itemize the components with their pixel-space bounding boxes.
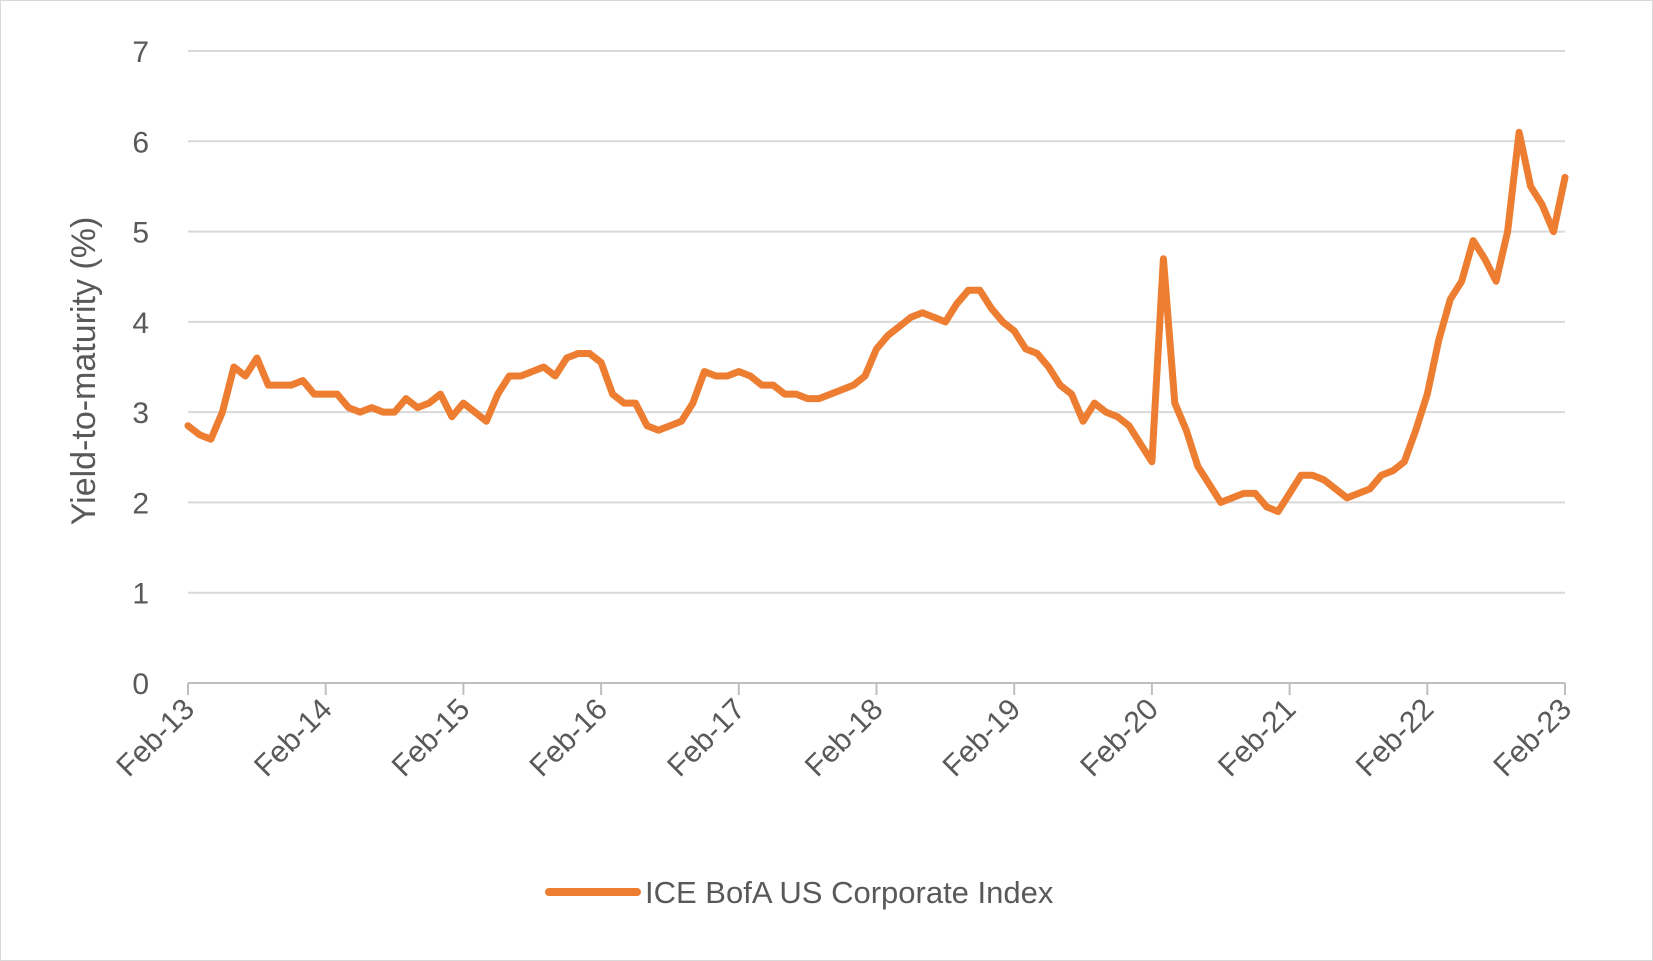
series-line [184, 128, 1569, 515]
series-layer [184, 128, 1569, 515]
x-tick-label: Feb-21 [1212, 693, 1303, 784]
x-tick-label: Feb-17 [661, 693, 752, 784]
x-tick-label: Feb-13 [110, 693, 201, 784]
x-tick-label: Feb-22 [1350, 693, 1441, 784]
x-axis [187, 682, 1566, 695]
x-tick-label: Feb-16 [523, 693, 614, 784]
y-tick-label: 1 [132, 578, 149, 611]
x-tick-label: Feb-18 [799, 693, 890, 784]
legend-label: ICE BofA US Corporate Index [645, 875, 1054, 910]
x-tick-label: Feb-19 [937, 693, 1028, 784]
y-tick-label: 7 [132, 36, 149, 69]
y-axis: 0 1 2 3 4 5 6 7 [132, 36, 149, 701]
y-tick-label: 2 [132, 487, 149, 520]
y-tick-label: 5 [132, 217, 149, 250]
y-tick-label: 3 [132, 397, 149, 430]
legend: ICE BofA US Corporate Index [545, 875, 1054, 910]
x-tick-label: Feb-23 [1487, 693, 1578, 784]
gridlines [188, 50, 1565, 594]
x-tick-label: Feb-20 [1074, 693, 1165, 784]
y-axis-title: Yield-to-maturity (%) [65, 217, 103, 526]
x-tick-labels: Feb-13 Feb-14 Feb-15 Feb-16 Feb-17 Feb-18 Feb-… [110, 693, 1578, 784]
y-tick-label: 4 [132, 307, 149, 340]
y-tick-label: 6 [132, 126, 149, 159]
x-tick-label: Feb-15 [386, 693, 477, 784]
x-tick-label: Feb-14 [248, 693, 339, 784]
y-tick-label: 0 [132, 668, 149, 701]
